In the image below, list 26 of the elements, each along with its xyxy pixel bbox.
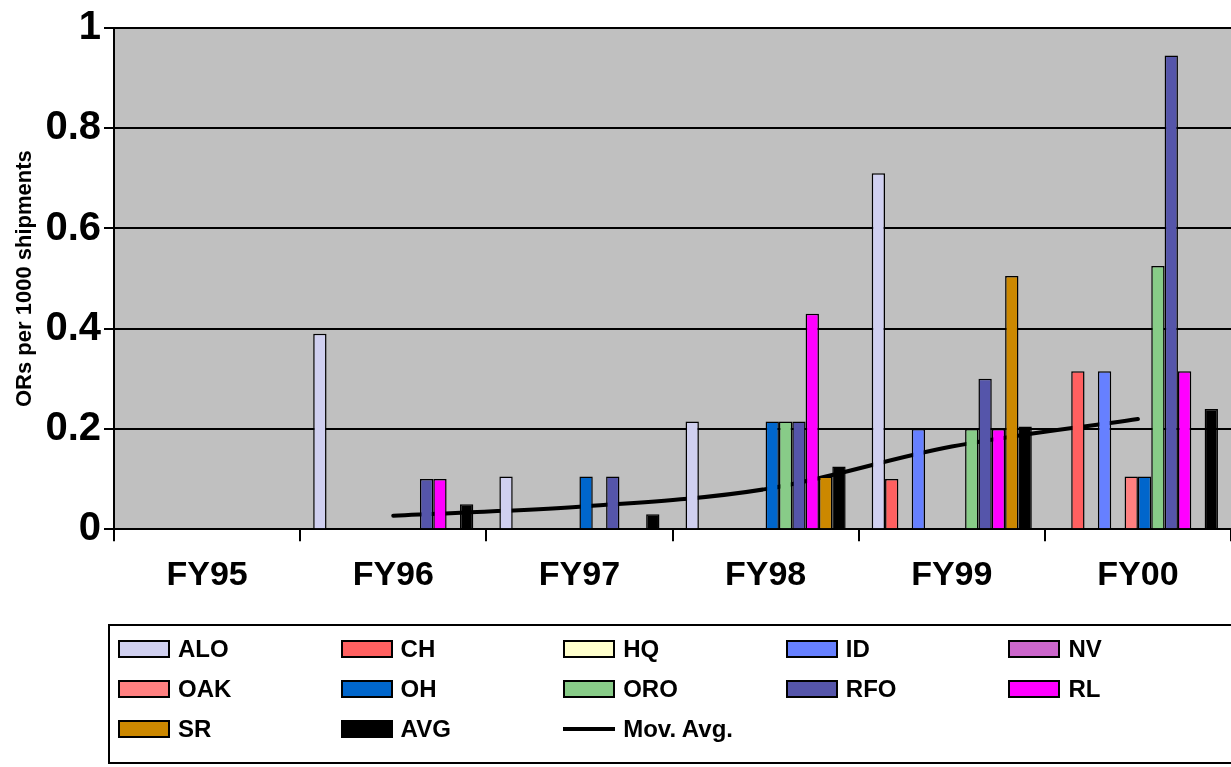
x-tick-label: FY97	[538, 553, 621, 592]
legend-label: ORO	[623, 675, 678, 703]
x-tick-label: FY00	[1097, 553, 1179, 592]
y-tick-label: 0.8	[45, 103, 102, 148]
x-tick-label: FY96	[352, 553, 434, 592]
legend-label: OAK	[178, 675, 232, 703]
legend-label: AVG	[400, 715, 451, 743]
legend-label: Mov. Avg.	[623, 715, 733, 743]
legend-label: OH	[400, 675, 437, 703]
legend-label: ID	[845, 635, 870, 663]
legend-label: NV	[1068, 635, 1102, 663]
legend-label: RFO	[845, 675, 897, 703]
y-tick-label: 0.6	[45, 203, 102, 248]
y-tick-label: 0	[78, 504, 102, 549]
y-tick-label: 1	[78, 3, 102, 48]
x-tick-label: FY99	[911, 553, 993, 592]
x-tick-label: FY98	[724, 553, 807, 592]
x-tick-label: FY95	[166, 553, 248, 592]
legend-label: HQ	[623, 635, 660, 663]
legend-label: ALO	[178, 635, 229, 663]
y-tick-label: 0.2	[45, 403, 102, 448]
y-axis-title: ORs per 1000 shipments	[11, 150, 37, 407]
legend-label: SR	[178, 715, 212, 743]
y-tick-label: 0.4	[45, 303, 102, 348]
legend-label: CH	[400, 635, 436, 663]
legend-label: RL	[1068, 675, 1101, 703]
